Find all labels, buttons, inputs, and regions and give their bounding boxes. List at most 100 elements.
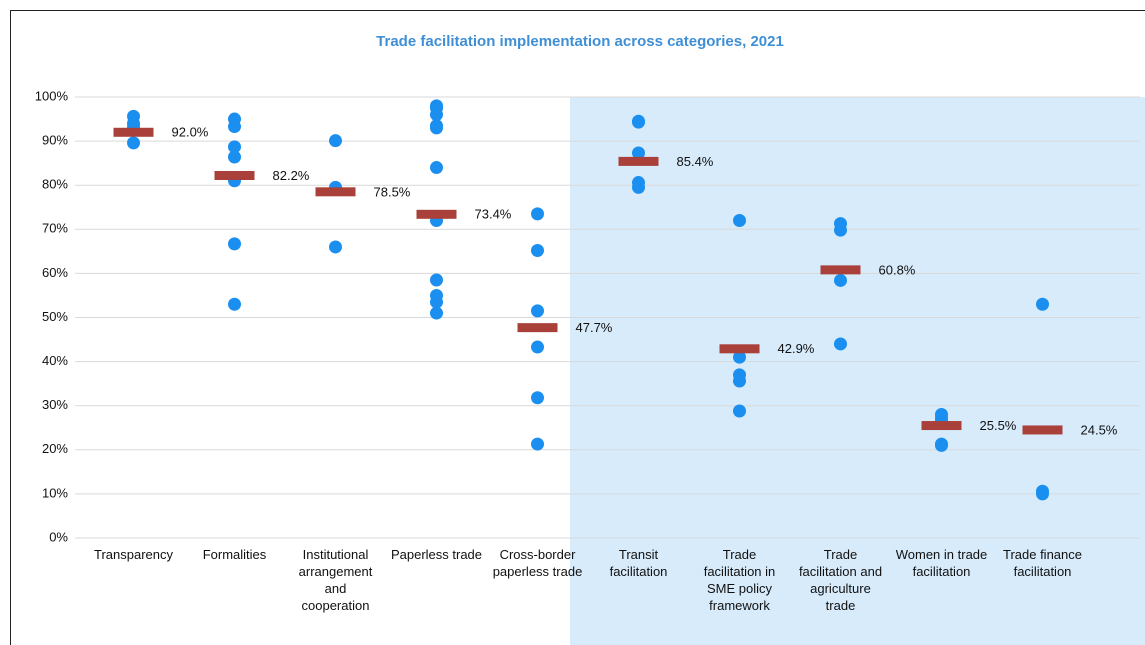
data-point	[531, 304, 544, 318]
average-bar	[719, 344, 760, 354]
data-point	[531, 207, 544, 221]
x-tick-label: Trade facilitation in SME policy framework	[704, 547, 776, 613]
data-point	[430, 108, 443, 122]
average-bar	[921, 421, 962, 431]
data-point	[632, 180, 645, 194]
x-tick-line: facilitation	[1014, 564, 1072, 579]
frame	[10, 10, 1145, 645]
y-tick-label: 50%	[42, 309, 68, 324]
data-point	[834, 223, 847, 237]
x-tick-label: Trade finance facilitation	[1003, 547, 1082, 579]
data-point	[1036, 487, 1049, 501]
y-tick-label: 80%	[42, 177, 68, 192]
data-point	[430, 161, 443, 175]
value-label: 60.8%	[879, 262, 916, 277]
data-point	[127, 136, 140, 150]
x-tick-line: Institutional	[303, 547, 369, 562]
data-point	[733, 404, 746, 418]
data-point	[430, 306, 443, 320]
data-point	[430, 121, 443, 135]
x-tick-line: agriculture	[810, 581, 871, 596]
data-point	[733, 213, 746, 227]
value-label: 92.0%	[172, 125, 209, 140]
data-point	[329, 134, 342, 148]
average-bar	[315, 187, 356, 197]
value-label: 25.5%	[980, 418, 1017, 433]
x-tick-line: facilitation	[610, 564, 668, 579]
x-tick-line: Transparency	[94, 547, 173, 562]
data-point	[834, 273, 847, 287]
data-point	[733, 350, 746, 364]
y-tick-label: 30%	[42, 397, 68, 412]
x-tick-line: facilitation in	[704, 564, 776, 579]
x-tick-line: Trade	[824, 547, 857, 562]
x-tick-label: Women in trade facilitation	[896, 547, 988, 579]
data-point	[430, 273, 443, 287]
value-label: 24.5%	[1081, 422, 1118, 437]
data-point	[531, 391, 544, 405]
average-bar	[517, 323, 558, 333]
y-tick-label: 20%	[42, 441, 68, 456]
x-tick-line: Women in trade	[896, 547, 988, 562]
x-tick-line: facilitation	[913, 564, 971, 579]
value-label: 73.4%	[475, 207, 512, 222]
data-point	[531, 340, 544, 354]
value-label: 78.5%	[374, 184, 411, 199]
x-tick-label: Cross-border paperless trade	[493, 547, 583, 579]
data-point	[834, 337, 847, 351]
y-tick-label: 90%	[42, 133, 68, 148]
x-tick-line: paperless trade	[493, 564, 583, 579]
data-point	[228, 120, 241, 134]
x-tick-label: Institutional arrangement and cooperation	[299, 547, 373, 613]
y-tick-label: 60%	[42, 265, 68, 280]
x-tick-line: cooperation	[302, 598, 370, 613]
data-point	[228, 150, 241, 164]
highlight-region	[570, 97, 1145, 645]
x-tick-line: Formalities	[203, 547, 267, 562]
y-tick-label: 0%	[49, 529, 68, 544]
average-bar	[820, 265, 861, 275]
data-point	[531, 437, 544, 451]
x-tick-line: facilitation and	[799, 564, 882, 579]
y-tick-label: 70%	[42, 221, 68, 236]
x-tick-line: framework	[709, 598, 770, 613]
x-tick-line: SME policy	[707, 581, 773, 596]
value-label: 85.4%	[677, 154, 714, 169]
x-tick-line: Transit	[619, 547, 659, 562]
average-bar	[113, 127, 154, 137]
value-label: 47.7%	[576, 320, 613, 335]
x-tick-label: Trade facilitation and agriculture trade	[799, 547, 882, 613]
data-point	[632, 146, 645, 160]
y-tick-label: 10%	[42, 485, 68, 500]
average-bar	[416, 209, 457, 219]
data-point	[935, 438, 948, 452]
y-tick-label: 40%	[42, 353, 68, 368]
x-tick-line: Cross-border	[500, 547, 577, 562]
x-tick-line: trade	[826, 598, 856, 613]
y-tick-label: 100%	[35, 88, 69, 103]
data-point	[228, 140, 241, 154]
data-point	[531, 243, 544, 257]
x-tick-label: Transparency	[94, 547, 173, 562]
x-tick-line: Trade	[723, 547, 756, 562]
value-label: 82.2%	[273, 168, 310, 183]
x-tick-line: Trade finance	[1003, 547, 1082, 562]
data-point	[329, 240, 342, 254]
x-tick-line: Paperless trade	[391, 547, 482, 562]
x-tick-label: Paperless trade	[391, 547, 482, 562]
data-point	[733, 374, 746, 388]
average-bar	[1022, 425, 1063, 435]
x-tick-label: Transit facilitation	[610, 547, 668, 579]
average-bar	[214, 170, 255, 180]
x-tick-line: arrangement	[299, 564, 373, 579]
value-label: 42.9%	[778, 341, 815, 356]
x-tick-line: and	[325, 581, 347, 596]
data-point	[1036, 297, 1049, 311]
data-point	[228, 297, 241, 311]
data-point	[430, 295, 443, 309]
chart-title: Trade facilitation implementation across…	[376, 33, 784, 50]
data-point	[632, 115, 645, 129]
data-point	[228, 237, 241, 251]
x-tick-label: Formalities	[203, 547, 267, 562]
